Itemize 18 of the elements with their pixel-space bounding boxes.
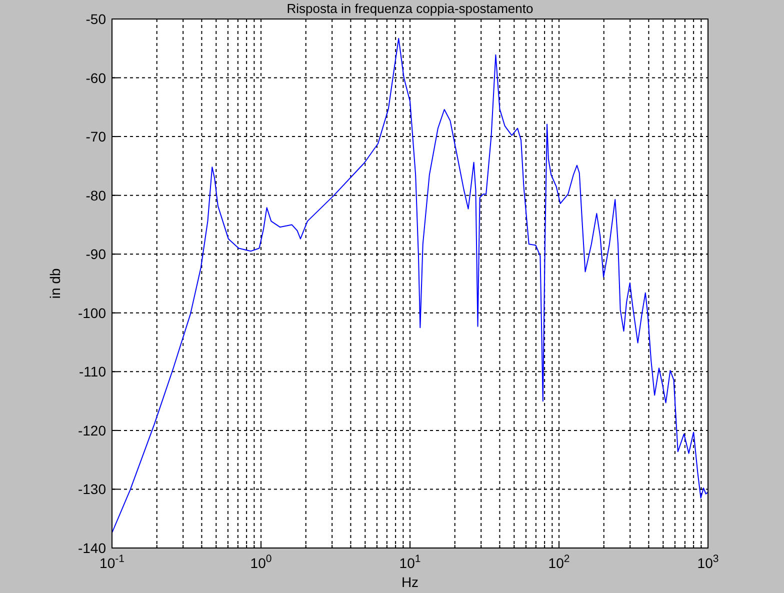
y-tick-label: -100: [78, 304, 106, 321]
x-tick-label: 10$^{3}$: [697, 553, 719, 571]
x-axis-title: Hz: [401, 574, 419, 590]
y-tick-label: -60: [86, 70, 106, 86]
y-tick-label: -80: [86, 187, 106, 204]
x-tick-label: 10$^{0}$: [250, 553, 272, 571]
y-tick-label: -90: [86, 246, 106, 262]
y-tick-label: -140: [78, 540, 106, 556]
y-tick-label: -120: [78, 422, 106, 438]
y-axis-title: in db: [47, 268, 63, 299]
y-tick-label: -130: [78, 481, 106, 498]
x-tick-label: 10$^{-1}$: [100, 553, 125, 571]
chart-title: Risposta in frequenza coppia-spostamento: [286, 1, 534, 16]
x-tick-label: 10$^{1}$: [399, 553, 421, 571]
y-tick-label: -50: [86, 11, 106, 27]
x-tick-label: 10$^{2}$: [548, 553, 570, 571]
y-tick-label: -110: [79, 364, 106, 380]
y-tick-label: -70: [86, 128, 106, 145]
